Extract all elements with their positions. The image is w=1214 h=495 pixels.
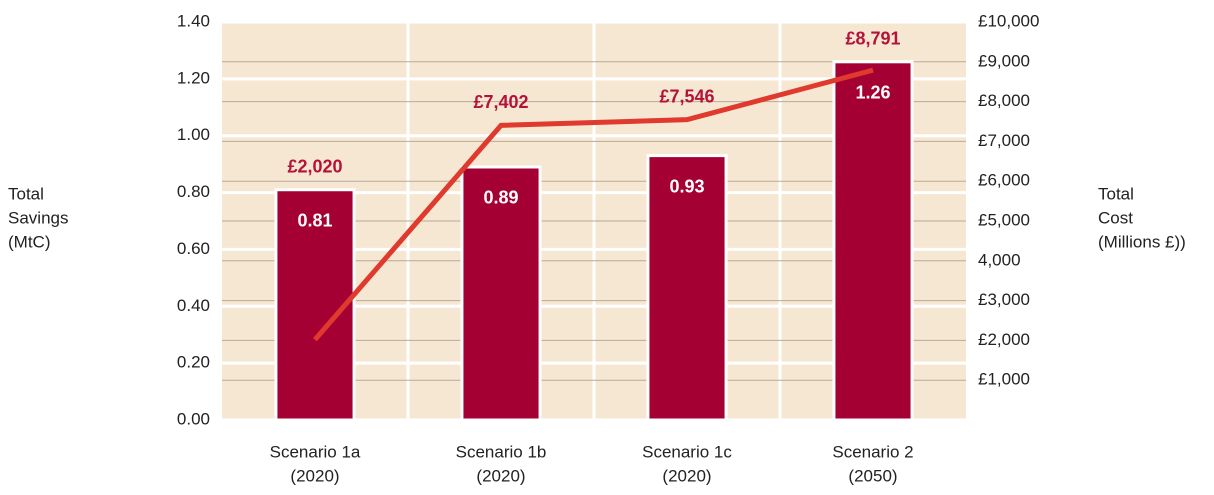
y-tick-label: 0.40: [177, 296, 210, 315]
y-axis-label: (MtC): [8, 232, 50, 251]
y2-tick-label: £1,000: [978, 370, 1030, 389]
y-tick-label: 0.60: [177, 239, 210, 258]
y-tick-label: 0.80: [177, 182, 210, 201]
y-tick-label: 1.20: [177, 68, 210, 87]
line-value-label: £8,791: [845, 29, 900, 49]
x-tick-label: (2020): [290, 466, 339, 485]
y2-tick-label: £5,000: [978, 210, 1030, 229]
line-value-label: £2,020: [287, 156, 342, 176]
bar: [274, 188, 356, 422]
y2-axis-label: Total: [1098, 184, 1134, 203]
bar-value-label: 0.93: [669, 176, 704, 196]
line-value-label: £7,402: [473, 92, 528, 112]
y2-tick-label: £8,000: [978, 91, 1030, 110]
x-tick-label: Scenario 1c: [642, 442, 732, 461]
bar-value-label: 1.26: [855, 83, 890, 103]
y2-tick-label: £10,000: [978, 11, 1039, 30]
y2-tick-label: £3,000: [978, 290, 1030, 309]
x-tick-label: (2020): [662, 466, 711, 485]
y-axis-label: Total: [8, 184, 44, 203]
line-value-label: £7,546: [659, 86, 714, 106]
y-tick-label: 1.40: [177, 11, 210, 30]
y-tick-label: 0.20: [177, 353, 210, 372]
y2-axis-label: (Millions £)): [1098, 232, 1186, 251]
bar: [460, 165, 542, 422]
line: [313, 67, 874, 342]
y-tick-label: 1.00: [177, 125, 210, 144]
bar-value-label: 0.89: [483, 188, 518, 208]
bar: [832, 60, 914, 422]
x-tick-label: Scenario 2: [832, 442, 913, 461]
y2-tick-label: 4,000: [978, 250, 1021, 269]
y-axis-label: Savings: [8, 208, 68, 227]
y2-tick-label: £2,000: [978, 330, 1030, 349]
x-tick-label: (2050): [848, 466, 897, 485]
y2-axis-label: Cost: [1098, 208, 1133, 227]
y-tick-label: 0.00: [177, 409, 210, 428]
bar: [646, 154, 728, 422]
y2-tick-label: £9,000: [978, 51, 1030, 70]
y2-tick-label: £6,000: [978, 171, 1030, 190]
bar-value-label: 0.81: [297, 210, 332, 230]
x-tick-label: Scenario 1b: [456, 442, 547, 461]
x-tick-label: Scenario 1a: [270, 442, 361, 461]
y2-tick-label: £7,000: [978, 131, 1030, 150]
x-tick-label: (2020): [476, 466, 525, 485]
